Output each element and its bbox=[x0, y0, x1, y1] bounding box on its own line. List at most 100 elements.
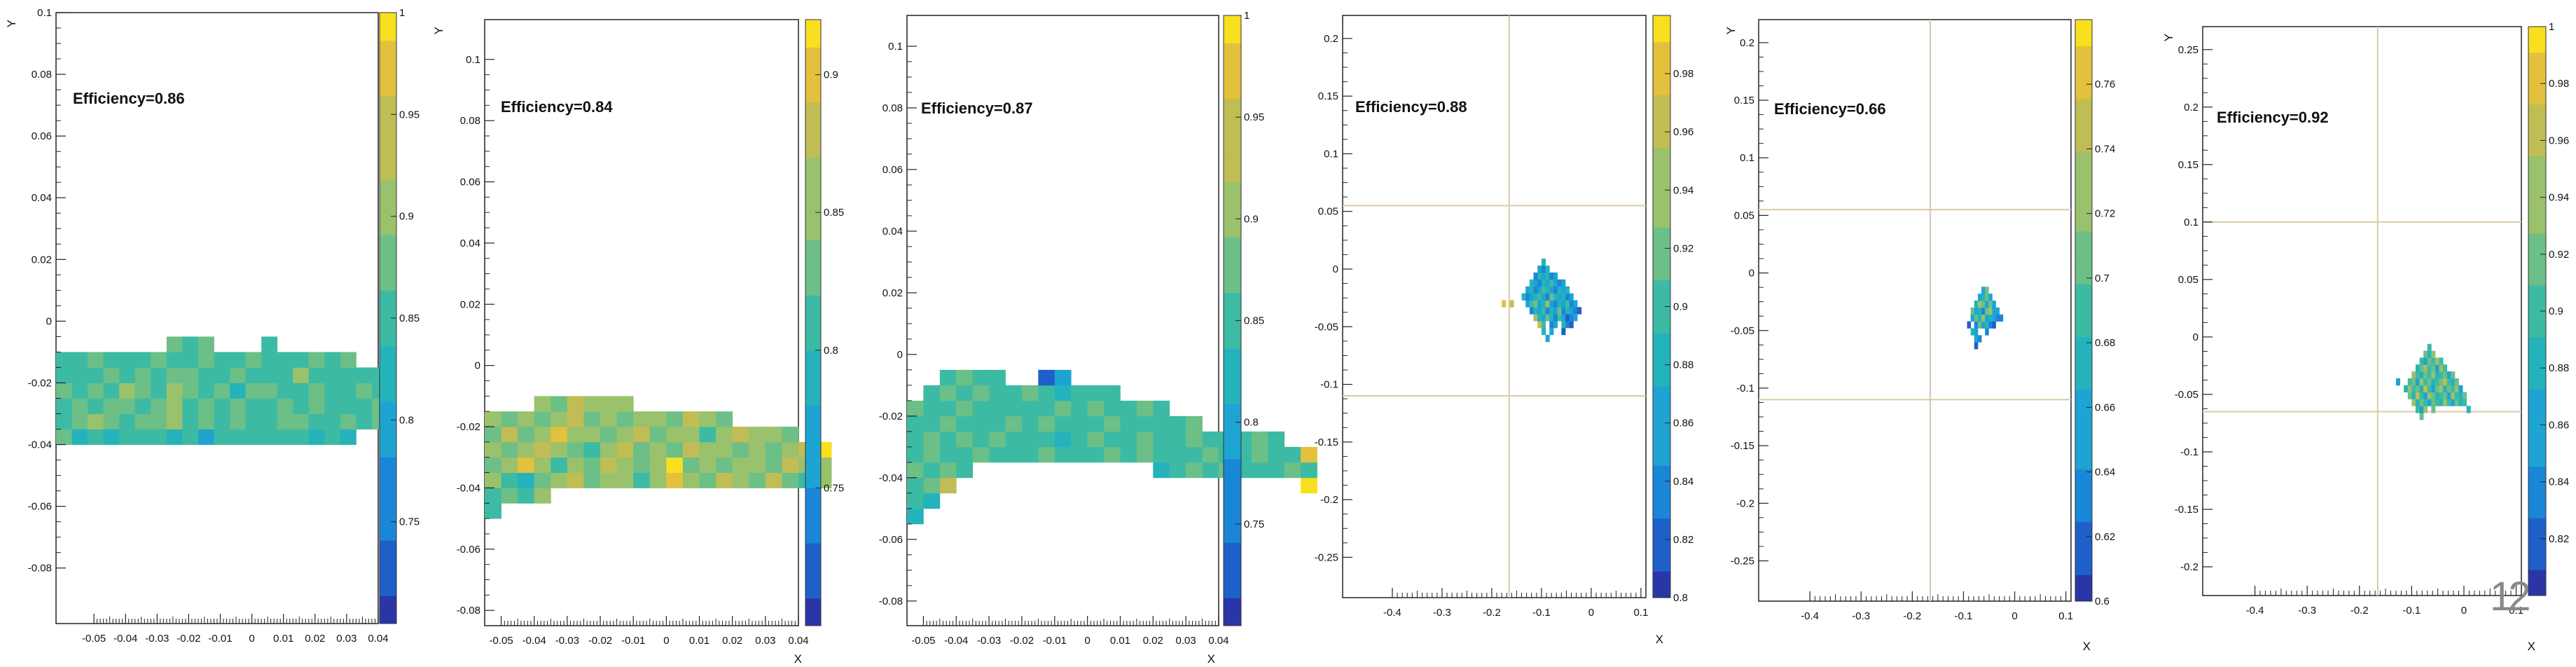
x-tick-label: 0.03 bbox=[336, 633, 356, 645]
heatmap-cell bbox=[616, 411, 634, 427]
heatmap-cell bbox=[103, 367, 120, 383]
y-tick-label: 0.08 bbox=[32, 69, 52, 81]
heatmap-cell bbox=[2411, 371, 2416, 379]
heatmap-cell bbox=[1545, 272, 1550, 280]
heatmap-cell bbox=[1038, 431, 1055, 448]
y-tick-label: 0.15 bbox=[1318, 90, 1338, 102]
x-tick-label: 0.02 bbox=[722, 635, 742, 647]
y-axis-title: Y bbox=[5, 20, 18, 27]
heatmap-cell bbox=[2395, 378, 2400, 386]
heatmap-cell bbox=[765, 457, 782, 473]
heatmap-cell bbox=[2427, 378, 2432, 386]
colorbar-tick-label: 0.94 bbox=[2549, 192, 2569, 204]
heatmap-cell bbox=[616, 472, 634, 488]
efficiency-label: Efficiency=0.92 bbox=[2217, 109, 2329, 126]
x-tick-label: -0.04 bbox=[944, 635, 968, 647]
heatmap-cell bbox=[939, 385, 957, 401]
heatmap-cell bbox=[1153, 446, 1170, 463]
heatmap-cell bbox=[1268, 462, 1285, 479]
colorbar-segment bbox=[1224, 542, 1241, 571]
heatmap-cell bbox=[277, 413, 293, 429]
heatmap-cell bbox=[1992, 307, 1996, 315]
heatmap-cell bbox=[534, 441, 551, 458]
colorbar-segment bbox=[1224, 292, 1241, 321]
heatmap-cell bbox=[324, 352, 341, 368]
heatmap-cell bbox=[666, 427, 684, 443]
colorbar-segment bbox=[2528, 414, 2546, 441]
heatmap-cell bbox=[2463, 399, 2467, 406]
colorbar-segment bbox=[2528, 207, 2546, 234]
colorbar-segment bbox=[2528, 518, 2546, 544]
colorbar-segment bbox=[2528, 130, 2546, 157]
x-tick-label: -0.03 bbox=[977, 635, 1001, 647]
x-tick-label: -0.03 bbox=[555, 635, 579, 647]
heatmap-cell bbox=[2439, 378, 2444, 386]
heatmap-cell bbox=[308, 413, 325, 429]
colorbar-segment bbox=[2075, 415, 2092, 443]
heatmap-cell bbox=[1553, 300, 1558, 308]
heatmap-cell bbox=[261, 367, 278, 383]
heatmap-cell bbox=[939, 462, 957, 479]
colorbar-segment bbox=[2075, 442, 2092, 469]
heatmap-cell bbox=[782, 427, 799, 443]
heatmap-cell bbox=[1977, 307, 1982, 315]
heatmap-cell bbox=[1525, 300, 1530, 308]
heatmap-cell bbox=[1569, 300, 1574, 308]
heatmap-cell bbox=[1153, 462, 1170, 479]
heatmap-cell bbox=[2415, 371, 2420, 379]
heatmap-cell bbox=[2427, 350, 2432, 358]
efficiency-map-6: -0.4 -0.3 -0.2 -0.1 0 0.1 -0.2 -0.15 -0.1 -0.05 0 0… bbox=[2162, 21, 2569, 653]
heatmap-cell bbox=[1104, 385, 1121, 401]
heatmap-cell bbox=[1545, 300, 1550, 308]
heatmap-cell bbox=[2451, 371, 2456, 379]
heatmap-cell bbox=[1561, 293, 1566, 301]
heatmap-cell bbox=[1561, 300, 1566, 308]
heatmap-cell bbox=[2423, 406, 2428, 413]
heatmap-cell bbox=[682, 472, 700, 488]
x-tick-label: 0.04 bbox=[368, 633, 388, 645]
heatmap-cell bbox=[1038, 446, 1055, 463]
colorbar-segment bbox=[380, 373, 396, 402]
heatmap-cell bbox=[1120, 415, 1137, 432]
heatmap-cell bbox=[2419, 357, 2424, 365]
colorbar-segment bbox=[2075, 151, 2092, 179]
efficiency-label: Efficiency=0.88 bbox=[1355, 98, 1467, 116]
colorbar-tick-label: 0.75 bbox=[399, 516, 420, 528]
plot-frame bbox=[484, 19, 799, 626]
x-tick-label: 0 bbox=[663, 635, 669, 647]
heatmap-cell bbox=[1573, 314, 1578, 322]
heatmap-cell bbox=[501, 441, 518, 458]
heatmap-cell bbox=[198, 429, 214, 445]
colorbar-tick-label: 0.7 bbox=[2095, 273, 2110, 284]
heatmap-cell bbox=[214, 383, 230, 399]
heatmap-cell bbox=[1565, 314, 1570, 322]
colorbar-segment bbox=[2528, 544, 2546, 570]
heatmap-cell bbox=[2419, 371, 2424, 379]
colorbar-segment bbox=[2075, 575, 2092, 602]
heatmap-cell bbox=[1533, 314, 1538, 322]
y-tick-label: 0.05 bbox=[1734, 209, 1754, 221]
heatmap-cell bbox=[633, 441, 651, 458]
heatmap-cell bbox=[182, 383, 199, 399]
y-tick-label: 0 bbox=[475, 360, 480, 372]
heatmap-cell bbox=[1977, 321, 1982, 329]
heatmap-cell bbox=[1974, 321, 1979, 329]
x-tick-label: -0.02 bbox=[1010, 635, 1034, 647]
colorbar-tick-label: 0.75 bbox=[1244, 518, 1264, 530]
heatmap-cell bbox=[1071, 400, 1088, 417]
heatmap-cell bbox=[1577, 307, 1582, 315]
heatmap-cell bbox=[765, 427, 782, 443]
colorbar-segment bbox=[1653, 412, 1670, 439]
heatmap-cell bbox=[1565, 307, 1570, 315]
heatmap-cell bbox=[939, 431, 957, 448]
heatmap-cell bbox=[1169, 431, 1186, 448]
heatmap-cell bbox=[2419, 378, 2424, 386]
y-tick-label: -0.15 bbox=[1731, 440, 1754, 452]
colorbar-segment bbox=[1653, 439, 1670, 466]
x-tick-label: -0.2 bbox=[1483, 607, 1501, 619]
heatmap-cell bbox=[308, 352, 325, 368]
colorbar-segment bbox=[1653, 571, 1670, 598]
x-axis-title: X bbox=[1656, 633, 1663, 646]
heatmap-cell bbox=[2427, 392, 2432, 399]
heatmap-cell bbox=[501, 472, 518, 488]
